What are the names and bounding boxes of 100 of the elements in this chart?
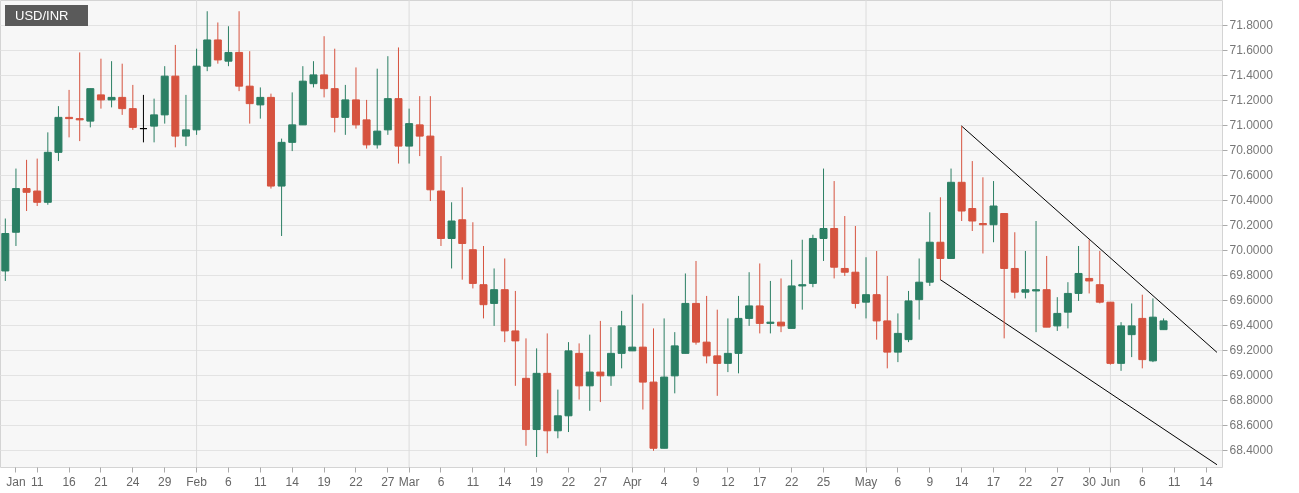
candlestick	[245, 50, 254, 125]
candlestick	[1085, 239, 1094, 294]
candlestick	[713, 309, 722, 397]
candlestick	[1074, 245, 1083, 302]
x-tick-label: Jun	[1100, 474, 1121, 489]
candlestick	[702, 295, 711, 364]
x-tick-label: 22	[784, 474, 799, 489]
x-tick-label: 14	[498, 474, 512, 489]
candlestick	[118, 63, 127, 116]
x-tick-label: 6	[437, 474, 445, 489]
x-tick-label: 17	[753, 474, 767, 489]
y-tick-label: 71.4000	[1229, 68, 1274, 83]
x-tick-label: Feb	[186, 474, 208, 489]
x-tick-label: 30	[1082, 474, 1097, 489]
y-tick-label: 70.0000	[1229, 243, 1274, 258]
candlestick	[415, 95, 424, 157]
candlestick	[628, 294, 637, 352]
x-tick-label: 19	[529, 474, 544, 489]
y-tick-label: 70.4000	[1229, 193, 1274, 208]
y-tick-label: 69.2000	[1229, 343, 1274, 358]
candlestick	[1032, 220, 1041, 333]
x-tick-label: 19	[317, 474, 332, 489]
x-tick-label: 25	[816, 474, 831, 489]
x-tick-label: 6	[225, 474, 233, 489]
candlestick	[1095, 250, 1104, 304]
candlestick	[607, 326, 615, 387]
candlestick	[458, 186, 467, 281]
x-tick-label: 6	[894, 474, 902, 489]
x-tick-label: 17	[986, 474, 1001, 489]
y-tick-label: 68.6000	[1229, 418, 1274, 433]
candlestick	[320, 35, 329, 98]
y-tick-label: 70.6000	[1229, 168, 1274, 183]
candlestick	[585, 334, 594, 412]
candlestick	[447, 201, 456, 269]
candlestick	[490, 267, 499, 327]
candlestick	[745, 271, 754, 327]
candlestick	[65, 89, 74, 138]
x-tick-label: Mar	[398, 474, 420, 489]
candlestick	[224, 25, 233, 67]
x-tick-label: 29	[158, 474, 172, 489]
candlestick	[915, 257, 924, 321]
y-tick-label: 70.8000	[1229, 143, 1274, 158]
candlestick	[968, 160, 977, 232]
x-tick-label: 4	[660, 474, 668, 489]
y-tick-label: 69.0000	[1229, 368, 1274, 383]
x-tick-label: 16	[62, 474, 77, 489]
candlestick	[213, 21, 222, 65]
candlestick	[511, 290, 520, 387]
x-tick-label: 27	[593, 474, 608, 489]
candlestick	[150, 98, 159, 143]
x-tick-label: 11	[30, 474, 44, 489]
candlestick	[479, 245, 488, 319]
candlestick	[33, 158, 42, 207]
y-tick-label: 69.6000	[1229, 293, 1274, 308]
candlestick	[256, 86, 265, 120]
y-tick-label: 70.2000	[1229, 218, 1274, 233]
candlestick	[181, 94, 190, 147]
candlestick	[936, 196, 945, 281]
y-tick-label: 68.4000	[1229, 443, 1274, 458]
x-tick-label: 14	[1199, 474, 1214, 489]
x-tick-label: 22	[349, 474, 363, 489]
candlestick	[978, 176, 987, 254]
x-tick-label: 9	[926, 474, 934, 489]
candlestick	[288, 91, 297, 152]
y-tick-label: 71.8000	[1229, 18, 1274, 33]
candlestick	[107, 60, 116, 108]
candlestick	[766, 280, 775, 334]
candlestick	[373, 68, 382, 150]
candlestick	[1127, 302, 1136, 358]
candlestick	[862, 256, 871, 319]
candlestick	[819, 168, 828, 262]
x-tick-label: 11	[466, 474, 480, 489]
x-tick-label: 14	[954, 474, 969, 489]
candlestick	[1010, 231, 1019, 299]
x-tick-label: May	[854, 474, 878, 489]
candlestick	[840, 215, 849, 277]
candlestick	[1063, 281, 1072, 329]
x-tick-label: 22	[1018, 474, 1033, 489]
candlestick	[777, 277, 786, 333]
x-tick-label: 12	[721, 474, 735, 489]
candlestick	[1021, 250, 1030, 299]
candlestick	[723, 317, 732, 373]
x-tick-label: 6	[1138, 474, 1146, 489]
y-tick-label: 69.8000	[1229, 268, 1274, 283]
y-tick-label: 68.8000	[1229, 393, 1274, 408]
x-tick-label: 24	[126, 474, 140, 489]
candlestick	[798, 239, 807, 311]
x-tick-label: 21	[94, 474, 108, 489]
text: USD/INR	[5, 5, 89, 26]
x-tick-label: 11	[254, 474, 267, 489]
x-tick-label: 11	[1167, 474, 1181, 489]
x-tick-label: 27	[381, 474, 395, 489]
x-tick-label: Jan	[6, 474, 26, 489]
candlestick	[341, 84, 350, 136]
candlestick	[755, 262, 764, 334]
x-tick-label: 27	[1050, 474, 1065, 489]
candlestick	[96, 58, 105, 110]
candlestick	[22, 159, 31, 212]
candlestick	[405, 108, 414, 165]
candlestick	[893, 312, 902, 363]
